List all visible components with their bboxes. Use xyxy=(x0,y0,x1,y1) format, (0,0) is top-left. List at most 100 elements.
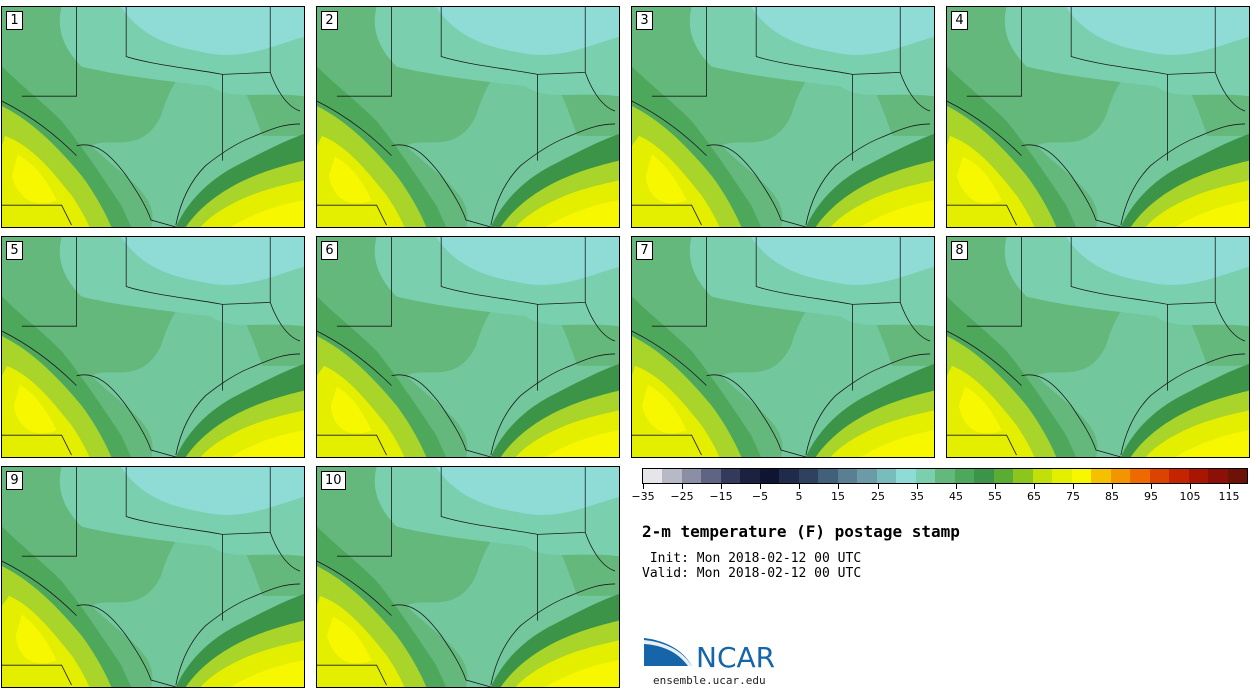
colorbar-swatch xyxy=(720,469,741,483)
temperature-map xyxy=(317,7,619,227)
colorbar-tick xyxy=(1151,484,1152,489)
colorbar-swatch xyxy=(837,469,858,483)
state-boundaries xyxy=(632,7,931,227)
colorbar-tick-label: 45 xyxy=(949,490,963,503)
colorbar-tick xyxy=(878,484,879,489)
ensemble-member-panel: 8 xyxy=(946,236,1250,458)
colorbar-swatch xyxy=(1052,469,1072,483)
ensemble-member-panel: 10 xyxy=(316,466,620,688)
colorbar-swatch xyxy=(1091,469,1111,483)
colorbar-swatch xyxy=(974,469,994,483)
member-number-label: 8 xyxy=(951,241,968,260)
colorbar-swatch xyxy=(1071,469,1092,483)
colorbar-swatch xyxy=(1188,469,1209,483)
colorbar-swatch xyxy=(1208,469,1228,483)
colorbar-swatch xyxy=(643,469,663,483)
colorbar-swatch xyxy=(1130,469,1150,483)
chart-title: 2-m temperature (F) postage stamp xyxy=(642,522,960,541)
colorbar-swatch xyxy=(1149,469,1170,483)
member-number-label: 6 xyxy=(321,241,338,260)
ncar-logo-url: ensemble.ucar.edu xyxy=(653,674,766,687)
colorbar-tick-label: 85 xyxy=(1105,490,1119,503)
member-number-label: 1 xyxy=(6,11,23,30)
colorbar-tick-label: −15 xyxy=(709,490,733,503)
temperature-map xyxy=(2,7,304,227)
ncar-logo-text: NCAR xyxy=(696,641,775,674)
colorbar-swatch xyxy=(759,469,780,483)
state-boundaries xyxy=(947,7,1246,227)
ensemble-member-panel: 5 xyxy=(1,236,305,458)
state-boundaries xyxy=(947,237,1246,457)
colorbar-tick-label: 115 xyxy=(1218,490,1240,503)
colorbar-swatch xyxy=(993,469,1014,483)
init-time: Init: Mon 2018-02-12 00 UTC xyxy=(642,551,862,566)
colorbar-tick xyxy=(721,484,722,489)
colorbar-tick-label: −5 xyxy=(751,490,769,503)
member-number-label: 7 xyxy=(636,241,653,260)
colorbar-swatch xyxy=(1110,469,1131,483)
colorbar-swatch xyxy=(954,469,975,483)
colorbar-tick-label: 65 xyxy=(1027,490,1041,503)
member-number-label: 10 xyxy=(321,471,346,490)
temperature-map xyxy=(632,237,934,457)
colorbar-tick-label: −25 xyxy=(670,490,694,503)
state-boundaries xyxy=(632,237,931,457)
member-number-label: 9 xyxy=(6,471,23,490)
colorbar-swatch xyxy=(896,469,916,483)
colorbar-swatch xyxy=(779,469,799,483)
colorbar-swatch xyxy=(1169,469,1189,483)
colorbar-swatch xyxy=(1013,469,1033,483)
colorbar-tick xyxy=(1073,484,1074,489)
ensemble-member-panel: 2 xyxy=(316,6,620,228)
colorbar-tick-label: 15 xyxy=(831,490,845,503)
state-boundaries xyxy=(317,467,616,687)
ncar-logo: NCAR xyxy=(644,638,775,674)
state-boundaries xyxy=(2,467,301,687)
temperature-map xyxy=(632,7,934,227)
member-number-label: 4 xyxy=(951,11,968,30)
colorbar-tick xyxy=(995,484,996,489)
temperature-map xyxy=(317,237,619,457)
colorbar-swatch xyxy=(1032,469,1053,483)
colorbar-tick-label: 95 xyxy=(1144,490,1158,503)
temperature-colorbar xyxy=(642,468,1248,484)
member-number-label: 5 xyxy=(6,241,23,260)
colorbar-tick-label: 35 xyxy=(910,490,924,503)
colorbar-tick xyxy=(643,484,644,489)
temperature-map xyxy=(317,467,619,687)
ensemble-member-panel: 7 xyxy=(631,236,935,458)
colorbar-swatch xyxy=(935,469,955,483)
colorbar-swatch xyxy=(740,469,760,483)
colorbar-tick-labels: −35 −25 −15 −5 5 15 25 35 45 55 65 75 85 95 105 115 xyxy=(631,484,1248,514)
ensemble-member-panel: 9 xyxy=(1,466,305,688)
valid-time: Valid: Mon 2018-02-12 00 UTC xyxy=(642,566,862,581)
member-number-label: 3 xyxy=(636,11,653,30)
ensemble-member-panel: 1 xyxy=(1,6,305,228)
temperature-map xyxy=(947,237,1249,457)
state-boundaries xyxy=(2,7,301,227)
state-boundaries xyxy=(317,7,616,227)
colorbar-tick xyxy=(1229,484,1230,489)
colorbar-tick-label: 75 xyxy=(1066,490,1080,503)
colorbar-tick xyxy=(1190,484,1191,489)
colorbar-tick-label: 105 xyxy=(1179,490,1201,503)
colorbar-tick xyxy=(799,484,800,489)
member-number-label: 2 xyxy=(321,11,338,30)
colorbar-swatch xyxy=(818,469,838,483)
colorbar-swatch xyxy=(798,469,819,483)
colorbar-tick xyxy=(760,484,761,489)
colorbar-tick xyxy=(682,484,683,489)
temperature-map xyxy=(2,467,304,687)
colorbar-tick-label: 25 xyxy=(871,490,885,503)
colorbar-swatch xyxy=(857,469,877,483)
colorbar-tick-label: 5 xyxy=(795,490,803,503)
ensemble-member-panel: 3 xyxy=(631,6,935,228)
ensemble-member-panel: 4 xyxy=(946,6,1250,228)
temperature-map xyxy=(947,7,1249,227)
colorbar-tick xyxy=(956,484,957,489)
colorbar-tick xyxy=(838,484,839,489)
colorbar-swatch xyxy=(1227,469,1248,483)
colorbar-tick xyxy=(1034,484,1035,489)
state-boundaries xyxy=(2,237,301,457)
colorbar-tick-label: −35 xyxy=(631,490,655,503)
